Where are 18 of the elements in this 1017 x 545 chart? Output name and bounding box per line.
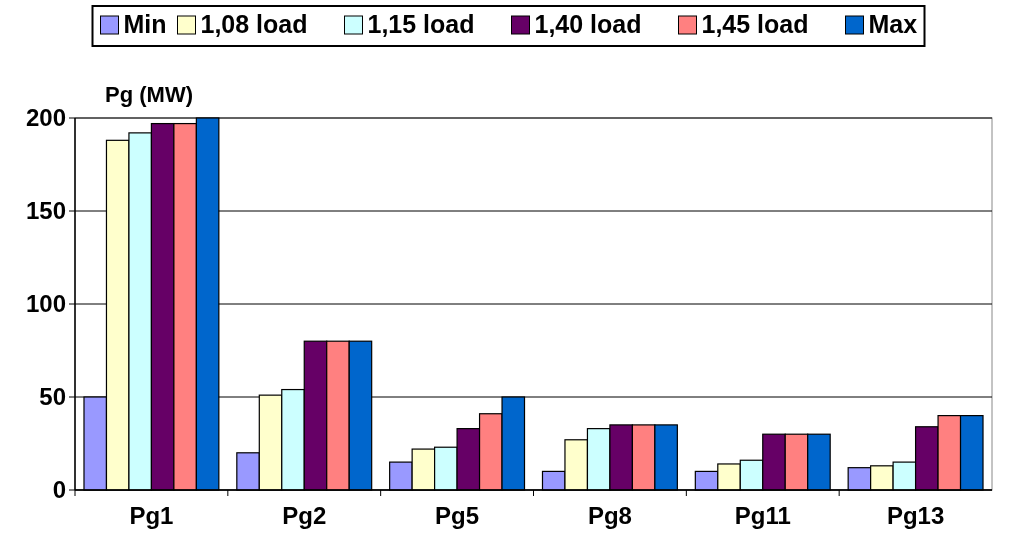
- y-tick-label: 100: [25, 290, 66, 318]
- legend-label: Min: [123, 10, 167, 38]
- x-tick-label: Pg11: [734, 502, 791, 529]
- legend-label: 1,08 load: [200, 10, 308, 38]
- legend-label: 1,45 load: [701, 10, 809, 38]
- x-tick-label: Pg8: [587, 502, 632, 529]
- legend-label: Max: [868, 10, 918, 38]
- x-tick-label: Pg2: [282, 502, 327, 529]
- y-axis-title: Pg (MW): [105, 82, 193, 107]
- y-tick-label: 150: [25, 197, 66, 225]
- x-tick-label: Pg13: [886, 502, 945, 529]
- y-tick-label: 200: [25, 104, 66, 132]
- legend-label: 1,40 load: [534, 10, 642, 38]
- legend-label: 1,15 load: [367, 10, 475, 38]
- y-tick-label: 0: [52, 476, 66, 504]
- y-tick-label: 50: [39, 383, 66, 411]
- x-tick-label: Pg5: [435, 502, 480, 529]
- x-tick-label: Pg1: [129, 502, 174, 529]
